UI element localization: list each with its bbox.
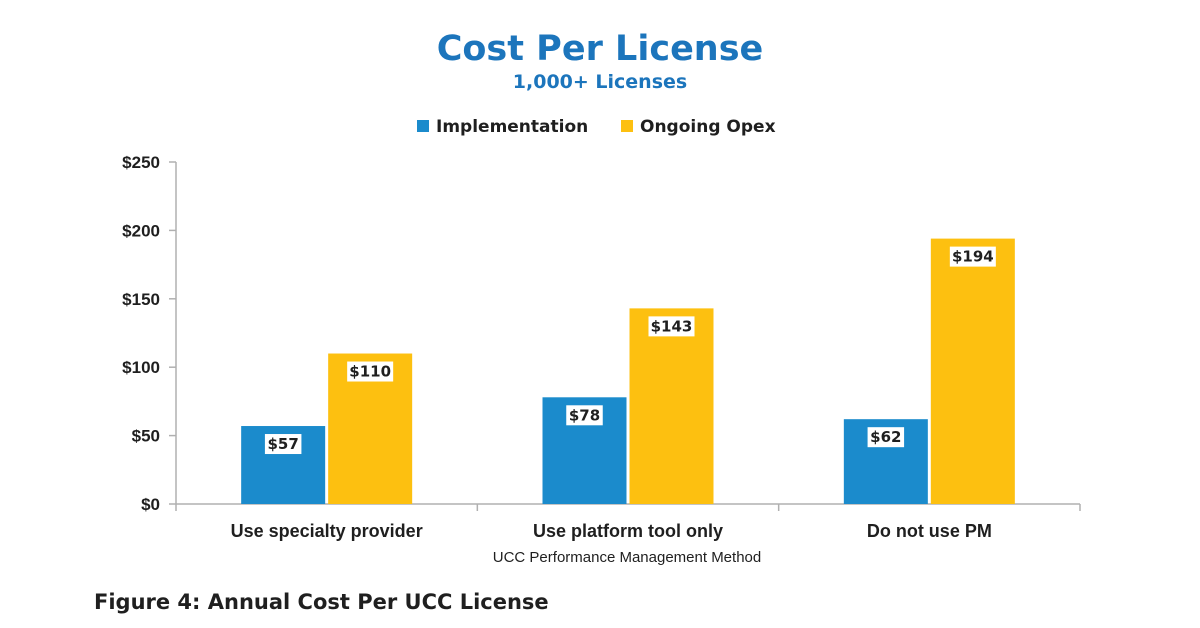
legend-label: Implementation bbox=[436, 117, 588, 137]
chart-title: Cost Per License bbox=[437, 29, 764, 69]
data-label: $78 bbox=[569, 406, 600, 424]
bar-ongoing-opex bbox=[629, 308, 714, 504]
y-tick-label: $150 bbox=[122, 290, 160, 309]
y-axis: $0 $50 $100 $150 $200 $250 bbox=[122, 153, 177, 514]
legend: Implementation Ongoing Opex bbox=[417, 117, 776, 137]
bars bbox=[241, 238, 1015, 504]
x-tick-label: Do not use PM bbox=[867, 521, 992, 541]
chart-subtitle: 1,000+ Licenses bbox=[513, 71, 687, 93]
data-label: $194 bbox=[952, 248, 994, 266]
figure-caption: Figure 4: Annual Cost Per UCC License bbox=[94, 590, 549, 614]
x-axis-label: UCC Performance Management Method bbox=[493, 549, 761, 566]
x-axis: Use specialty provider Use platform tool … bbox=[175, 503, 1081, 541]
data-label: $57 bbox=[268, 435, 299, 453]
data-label-box bbox=[264, 434, 302, 455]
x-tick-label: Use specialty provider bbox=[231, 521, 423, 541]
data-label-box bbox=[566, 405, 603, 426]
legend-label: Ongoing Opex bbox=[640, 117, 776, 137]
y-tick-label: $50 bbox=[132, 427, 160, 446]
x-tick-label: Use platform tool only bbox=[533, 521, 723, 541]
data-label: $110 bbox=[349, 363, 391, 381]
bar-ongoing-opex bbox=[930, 238, 1015, 504]
legend-swatch bbox=[417, 120, 429, 132]
data-label: $62 bbox=[870, 428, 901, 446]
data-label: $143 bbox=[651, 317, 693, 335]
data-label-box bbox=[648, 316, 695, 337]
y-tick-label: $100 bbox=[122, 358, 160, 377]
legend-swatch bbox=[621, 120, 633, 132]
data-label-box bbox=[867, 427, 905, 448]
data-labels: $57 $110 $78 $143 $62 $194 bbox=[264, 246, 996, 455]
y-tick-label: $250 bbox=[122, 153, 160, 172]
data-label-box bbox=[347, 361, 394, 382]
y-tick-label: $0 bbox=[141, 495, 160, 514]
y-tick-label: $200 bbox=[122, 221, 160, 240]
data-label-box bbox=[949, 246, 996, 267]
